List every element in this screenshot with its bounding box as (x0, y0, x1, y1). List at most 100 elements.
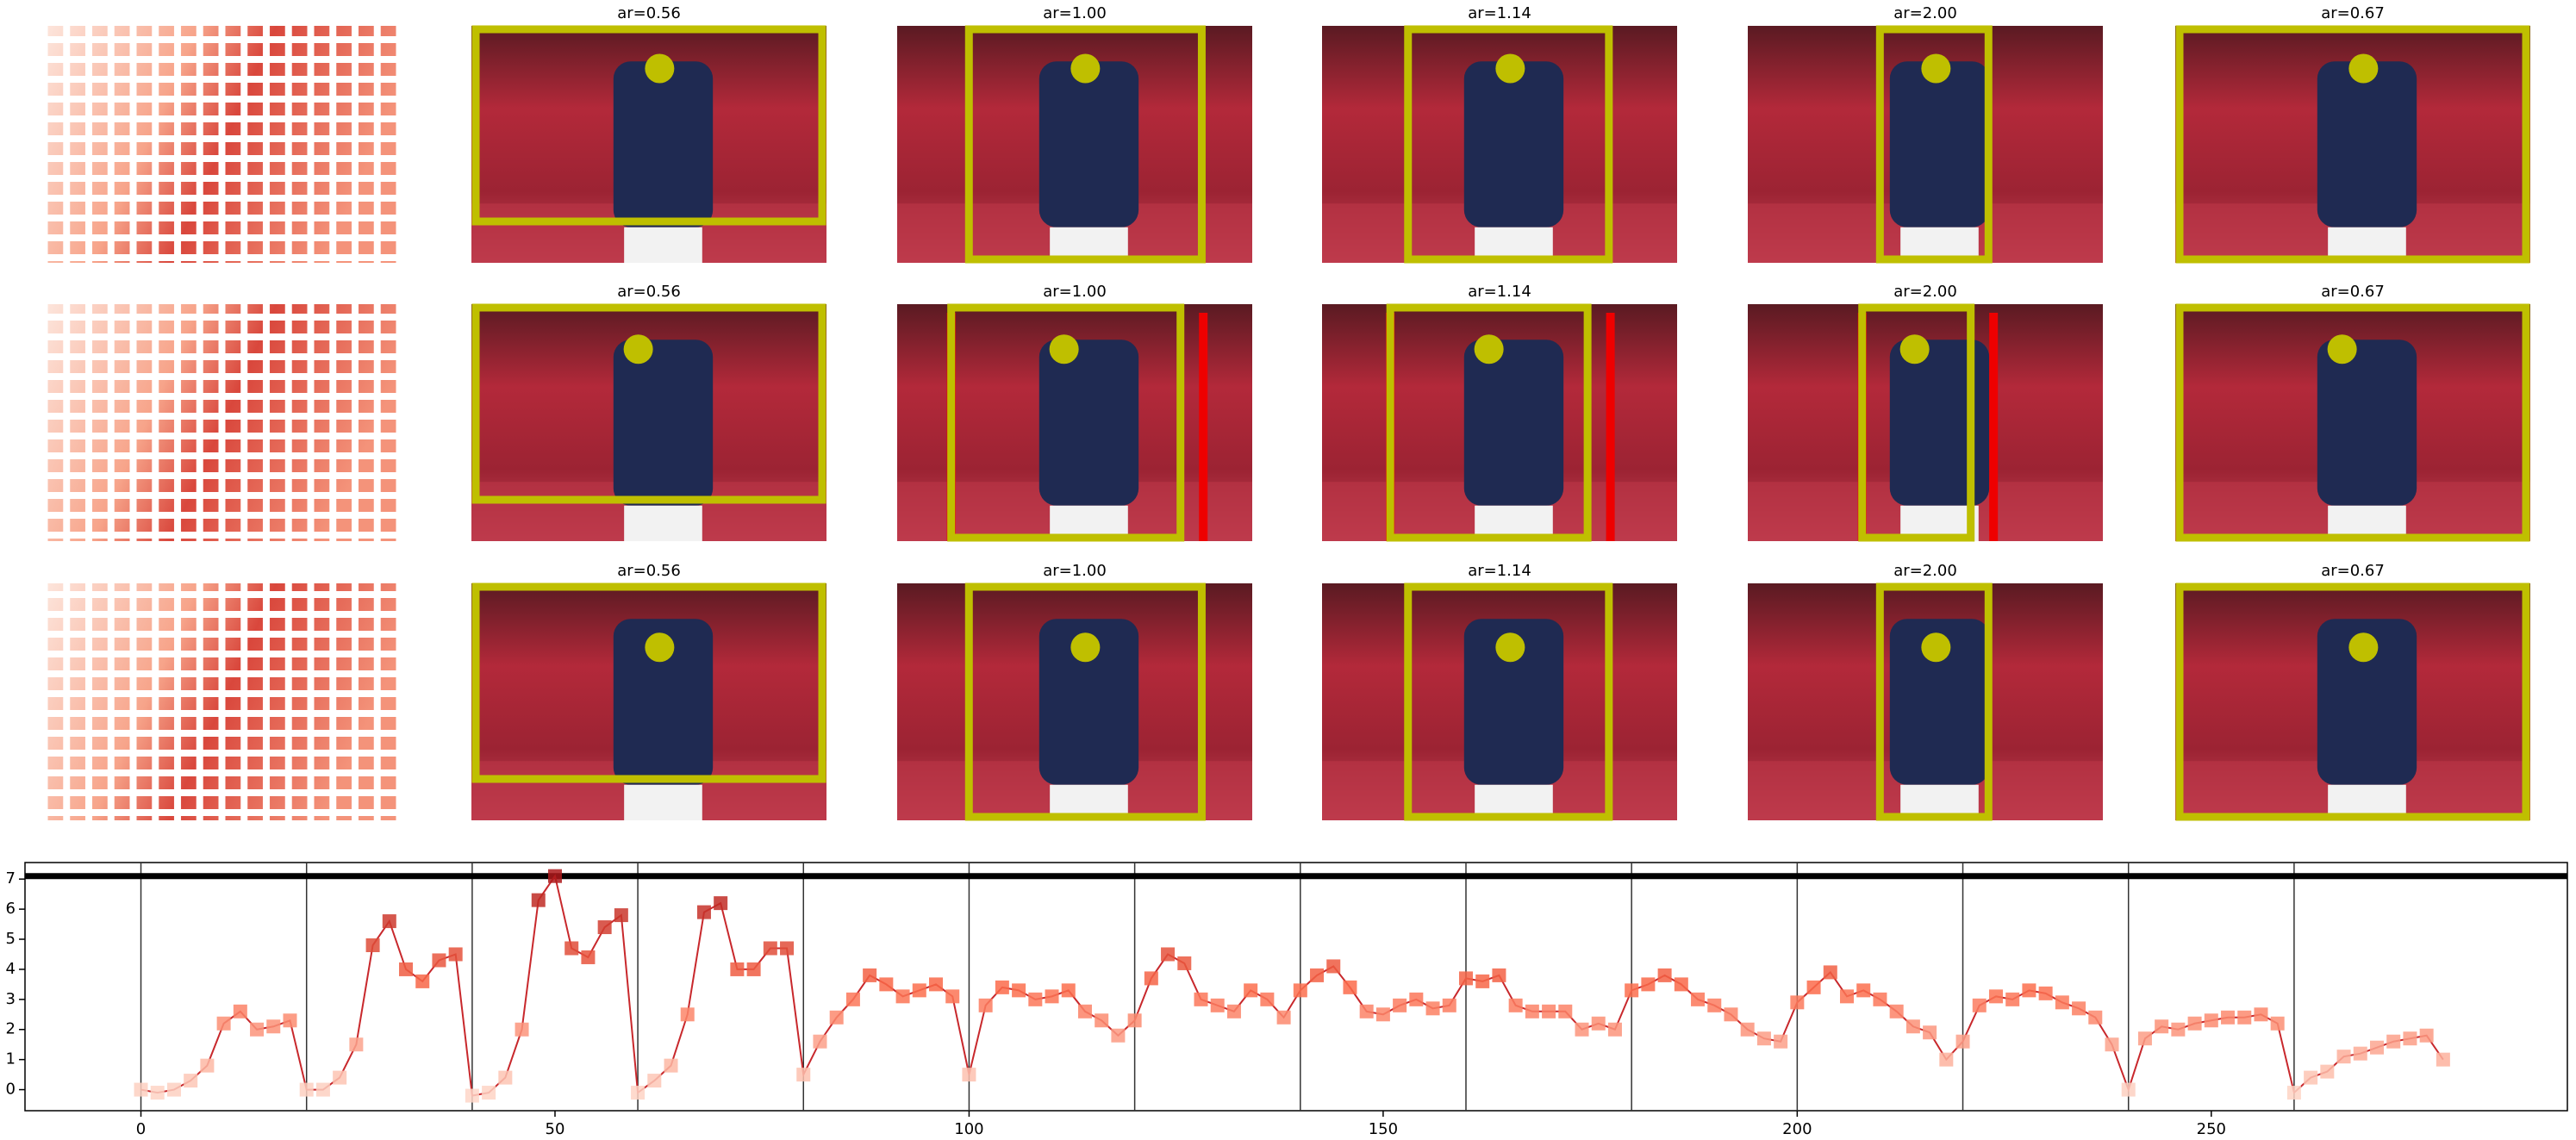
point-marker (1177, 956, 1192, 970)
point-marker (1077, 1004, 1092, 1019)
point-marker (2187, 1016, 2202, 1031)
y-tick-label: 0 (6, 1081, 16, 1099)
point-marker (664, 1058, 678, 1073)
point-marker (1972, 998, 1987, 1012)
point-marker (2204, 1013, 2218, 1028)
point-marker (1955, 1034, 1970, 1049)
point-marker (448, 947, 463, 962)
point-marker (879, 977, 894, 992)
point-marker (1707, 998, 1722, 1012)
point-marker (763, 941, 777, 956)
point-marker (299, 1082, 314, 1097)
point-marker (482, 1086, 496, 1100)
player (1463, 340, 1564, 506)
point-marker (1525, 1004, 1539, 1019)
heatmap-cells (44, 583, 399, 820)
point-marker (2320, 1064, 2335, 1079)
panel-title: ar=0.56 (617, 4, 681, 22)
crop-box (1875, 582, 1993, 821)
point-marker (730, 962, 745, 976)
point-marker (2254, 1007, 2268, 1022)
crop-box (2175, 582, 2530, 821)
x-tick-label: 250 (2197, 1120, 2226, 1138)
point-marker (1326, 959, 1341, 974)
y-tick-label: 2 (6, 1020, 16, 1038)
point-marker (1475, 974, 1490, 988)
point-marker (1045, 989, 1059, 1004)
point-marker (1409, 992, 1424, 1006)
point-marker (166, 1082, 181, 1097)
point-marker (1343, 980, 1357, 994)
y-tick-label: 3 (6, 990, 16, 1008)
focus-dot (1921, 53, 1951, 84)
heatmap-cells (44, 26, 399, 263)
point-marker (1988, 989, 2003, 1004)
point-marker (1012, 983, 1026, 998)
point-marker (1873, 992, 1887, 1006)
point-marker (2221, 1010, 2236, 1025)
focus-dot (2348, 632, 2379, 663)
point-marker (1442, 998, 1456, 1012)
y-tick-label: 6 (6, 900, 16, 918)
point-marker (1226, 1004, 1241, 1019)
heatmap-cells (44, 304, 399, 541)
point-marker (2436, 1052, 2450, 1067)
point-marker (1095, 1013, 1109, 1028)
point-marker (1923, 1025, 1937, 1040)
point-marker (1276, 1010, 1291, 1025)
point-marker (415, 974, 430, 988)
x-tick-label: 200 (1782, 1120, 1812, 1138)
point-marker (1127, 1013, 1142, 1028)
point-marker (1244, 983, 1258, 998)
crop-box (471, 582, 826, 783)
point-marker (614, 908, 628, 923)
photo (2175, 583, 2530, 820)
point-marker (1724, 1007, 1738, 1022)
panel-title: ar=1.00 (1043, 4, 1107, 22)
point-marker (1856, 983, 1871, 998)
point-marker (2336, 1050, 2351, 1064)
point-marker (531, 893, 546, 907)
point-marker (945, 989, 960, 1004)
point-marker (962, 1068, 976, 1082)
photo (1748, 304, 2103, 541)
panel-title: ar=1.14 (1468, 283, 1531, 301)
player (1039, 619, 1139, 785)
point-marker (1359, 1004, 1374, 1019)
point-marker (1625, 983, 1639, 998)
y-tick-label: 7 (6, 869, 16, 888)
point-marker (2121, 1082, 2136, 1097)
point-marker (1492, 968, 1506, 982)
point-marker (1939, 1052, 1954, 1067)
point-marker (1458, 971, 1473, 986)
point-marker (365, 938, 380, 952)
crop-box (964, 25, 1206, 264)
point-marker (134, 1082, 148, 1097)
player (613, 61, 714, 227)
point-marker (1657, 968, 1672, 982)
point-marker (796, 1068, 811, 1082)
point-marker (515, 1022, 529, 1037)
player (1889, 619, 1990, 785)
panel-title: ar=0.56 (617, 562, 681, 580)
red-line (1199, 313, 1208, 541)
point-marker (283, 1013, 297, 1028)
point-marker (680, 1007, 695, 1022)
point-marker (2022, 983, 2036, 998)
player (2317, 340, 2417, 506)
panel-title: ar=2.00 (1893, 562, 1957, 580)
point-marker (1194, 992, 1208, 1006)
point-marker (2038, 986, 2053, 1000)
y-tick-label: 5 (6, 930, 16, 948)
player (1039, 340, 1139, 506)
point-marker (995, 980, 1009, 994)
photo (471, 583, 826, 820)
crop-box (1386, 303, 1592, 542)
player (613, 340, 714, 506)
point-marker (1375, 1007, 1390, 1022)
crop-box (1404, 582, 1613, 821)
point-marker (714, 896, 728, 911)
point-marker (813, 1034, 827, 1049)
point-marker (2072, 1001, 2086, 1016)
